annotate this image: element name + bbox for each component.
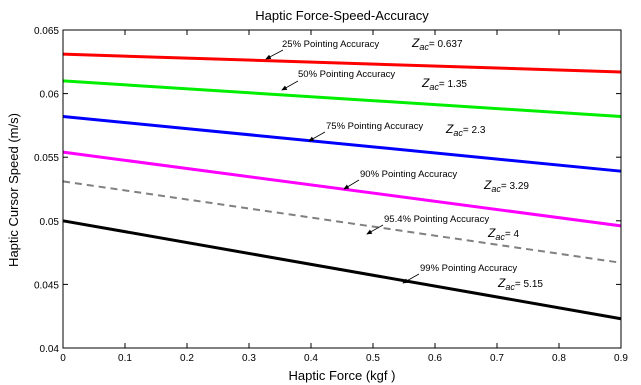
y-tick-label: 0.05 — [40, 217, 60, 228]
chart-title: Haptic Force-Speed-Accuracy — [255, 8, 429, 23]
z-value-label: Zac= 4 — [487, 226, 519, 242]
axes-frame — [62, 29, 622, 349]
annotation-label: 99% Pointing Accuracy — [420, 263, 517, 274]
x-tick-label: 0.9 — [614, 353, 628, 364]
z-value-label: Zac= 0.637 — [411, 36, 463, 52]
y-tick-label: 0.04 — [40, 344, 60, 355]
annotation-arrow — [265, 49, 284, 60]
annotation-label: 90% Pointing Accuracy — [360, 169, 457, 180]
x-axis-label: Haptic Force (kgf ) — [289, 368, 396, 383]
series-lines — [62, 52, 622, 321]
x-tick-label: 0.5 — [366, 353, 380, 364]
annotation-arrow — [281, 80, 299, 91]
y-axis-label: Haptic Cursor Speed (m/s) — [6, 113, 21, 267]
series-line-4 — [62, 150, 622, 228]
x-tick-label: 0.2 — [180, 353, 194, 364]
x-tick-label: 0.8 — [552, 353, 566, 364]
series-line-6 — [62, 219, 622, 321]
x-tick-label: 0.1 — [118, 353, 132, 364]
series-line-1 — [62, 52, 622, 74]
y-tick-label: 0.055 — [34, 153, 59, 164]
annotation-label: 95.4% Pointing Accuracy — [384, 214, 489, 225]
x-tick-label: 0.3 — [242, 353, 256, 364]
z-value-label: Zac= 1.35 — [421, 76, 467, 92]
x-tick-label: 0.4 — [304, 353, 318, 364]
annotation-label: 50% Pointing Accuracy — [298, 69, 395, 80]
y-tick-label: 0.06 — [40, 90, 60, 101]
annotation-arrow — [402, 273, 420, 284]
x-tick-label: 0.6 — [428, 353, 442, 364]
annotation-arrow — [366, 224, 384, 235]
annotations: 25% Pointing Accuracy Zac= 0.637 50% Point… — [265, 36, 543, 292]
series-line-2 — [62, 79, 622, 118]
y-tick-label: 0.065 — [34, 26, 59, 37]
annotation-arrow — [343, 179, 360, 190]
x-tick-label: 0 — [60, 353, 66, 364]
series-line-5 — [62, 180, 622, 264]
z-value-label: Zac= 5.15 — [497, 276, 543, 292]
x-tick-label: 0.7 — [490, 353, 504, 364]
series-line-3 — [62, 115, 622, 173]
annotation-label: 75% Pointing Accuracy — [326, 121, 423, 132]
axes: 0 0.1 0.2 0.3 0.4 0.5 0.6 0.7 0.8 0.9 0.04 0.045 0.0… — [34, 26, 628, 364]
z-value-label: Zac= 2.3 — [445, 122, 486, 138]
annotation-arrow — [308, 131, 326, 142]
annotation-label: 25% Pointing Accuracy — [282, 39, 379, 50]
z-value-label: Zac= 3.29 — [483, 178, 529, 194]
y-tick-label: 0.045 — [34, 280, 59, 291]
